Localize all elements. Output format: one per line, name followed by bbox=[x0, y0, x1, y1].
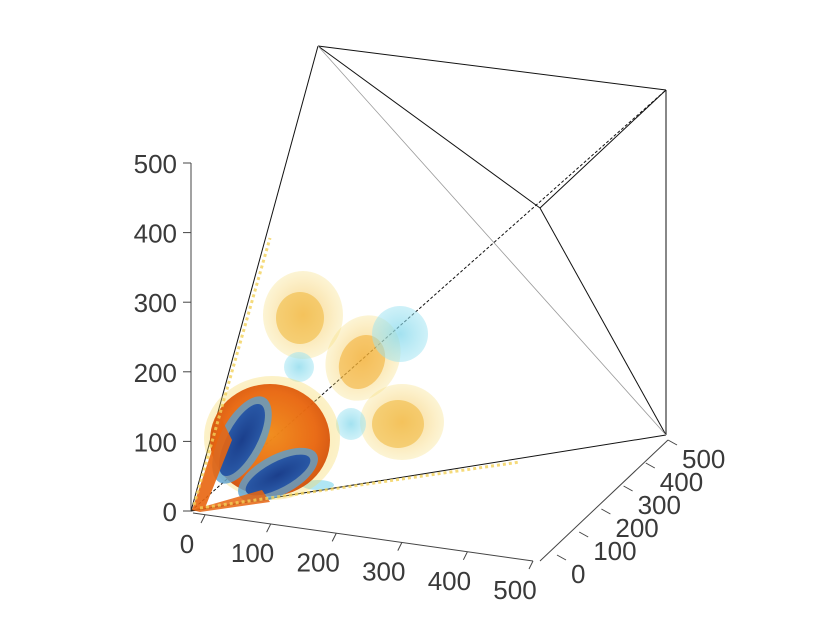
x-tick-label: 500 bbox=[493, 575, 536, 605]
yellow-edge-left bbox=[192, 237, 272, 506]
z-tick-label: 0 bbox=[163, 497, 177, 527]
pos-wedge-origin-2 bbox=[192, 490, 270, 512]
neg-lobe-big bbox=[372, 306, 428, 362]
neg-lobe-origin-a-core bbox=[219, 403, 265, 477]
box-edge-7 bbox=[539, 207, 667, 436]
y-tick-mark bbox=[556, 554, 567, 561]
y-tick-label: 400 bbox=[660, 467, 703, 497]
box-edge-5 bbox=[317, 45, 541, 209]
x-tick-label: 400 bbox=[428, 566, 471, 596]
x-tick-mark bbox=[266, 523, 272, 533]
x-tick-label: 300 bbox=[362, 557, 405, 587]
box-edge-6 bbox=[539, 89, 667, 209]
x-tick-label: 200 bbox=[297, 547, 340, 577]
neg-lobe-origin-b-core bbox=[245, 454, 311, 496]
y-axis-line bbox=[539, 439, 669, 562]
x-axis-line bbox=[192, 512, 534, 562]
neg-lobe-small-a bbox=[284, 352, 314, 382]
pos-lobe-right-inner bbox=[372, 400, 424, 448]
z-tick-label: 300 bbox=[134, 288, 177, 318]
z-tick-label: 500 bbox=[134, 149, 177, 179]
x-tick-mark bbox=[331, 533, 337, 542]
y-tick-label: 300 bbox=[638, 490, 681, 520]
y-tick-label: 200 bbox=[615, 513, 658, 543]
pos-wedge-origin bbox=[192, 420, 232, 510]
y-tick-label: 500 bbox=[682, 444, 725, 474]
y-tick-mark bbox=[623, 485, 633, 492]
pos-lobe-upper-inner bbox=[276, 292, 324, 344]
x-tick-label: 0 bbox=[180, 529, 194, 559]
x-tick-label: 100 bbox=[231, 538, 274, 568]
y-tick-label: 100 bbox=[593, 536, 636, 566]
y-tick-label: 0 bbox=[571, 559, 585, 589]
x-tick-mark bbox=[528, 560, 534, 570]
box-edge-back bbox=[317, 45, 667, 436]
neg-lobe-small-b bbox=[336, 408, 366, 440]
z-tick-label: 200 bbox=[134, 358, 177, 388]
box-edge-2 bbox=[317, 45, 667, 91]
isosurfaces bbox=[192, 237, 521, 512]
z-tick-label: 100 bbox=[134, 427, 177, 457]
x-tick-mark bbox=[200, 514, 206, 524]
y-tick-mark bbox=[667, 439, 678, 446]
y-tick-mark bbox=[601, 508, 611, 515]
x-tick-mark bbox=[397, 542, 403, 551]
y-tick-mark bbox=[578, 531, 589, 538]
z-tick-label: 400 bbox=[134, 219, 177, 249]
y-tick-mark bbox=[645, 462, 656, 469]
pos-lobe-mid-inner bbox=[338, 334, 386, 390]
x-tick-mark bbox=[462, 551, 468, 561]
